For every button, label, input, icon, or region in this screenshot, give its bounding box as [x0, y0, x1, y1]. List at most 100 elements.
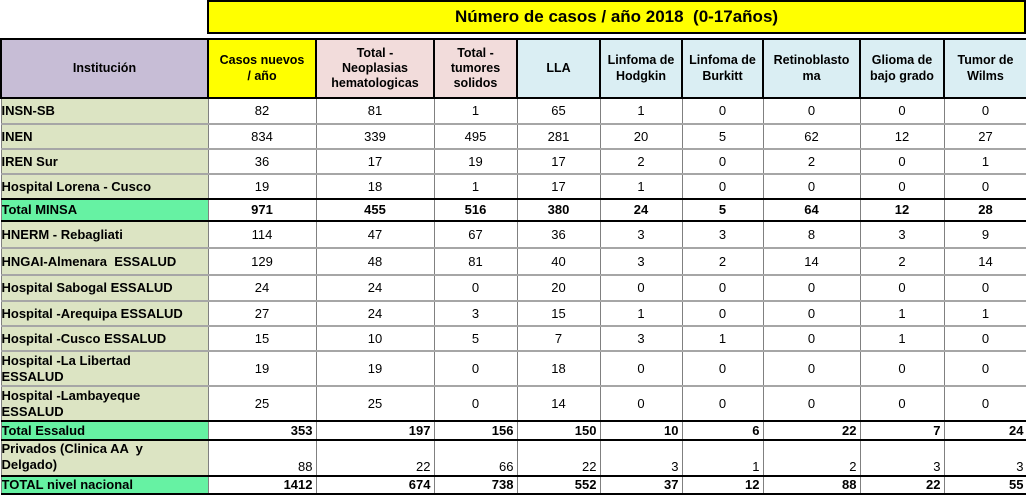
value-cell: 48 — [315, 247, 435, 276]
value-cell: 24 — [315, 300, 435, 327]
value-cell: 834 — [207, 123, 317, 150]
value-cell: 0 — [762, 350, 861, 387]
value-cell: 19 — [433, 148, 518, 175]
value-cell: 24 — [315, 274, 435, 302]
value-cell: 156 — [433, 420, 518, 441]
value-cell: 55 — [943, 475, 1026, 495]
value-cell: 1 — [599, 173, 683, 200]
value-cell: 197 — [315, 420, 435, 441]
value-cell: 65 — [516, 97, 601, 125]
column-header-4: LLA — [516, 38, 601, 99]
value-cell: 7 — [516, 325, 601, 352]
value-cell: 1 — [433, 173, 518, 200]
table-row: Hospital -La Libertad ESSALUD 19 19 0 18 0 0 0 0… — [0, 350, 1026, 387]
value-cell: 1 — [599, 97, 683, 125]
value-cell: 0 — [433, 385, 518, 422]
value-cell: 14 — [516, 385, 601, 422]
value-cell: 339 — [315, 123, 435, 150]
institution-cell: HNGAI-Almenara ESSALUD — [0, 247, 209, 276]
institution-cell: IREN Sur — [0, 148, 209, 175]
value-cell: 0 — [762, 274, 861, 302]
value-cell: 12 — [859, 198, 945, 222]
value-cell: 0 — [943, 385, 1026, 422]
table-row: Hospital Sabogal ESSALUD 24 24 0 20 0 0 0 0 0 — [0, 274, 1026, 302]
value-cell: 62 — [762, 123, 861, 150]
value-cell: 0 — [762, 97, 861, 125]
institution-cell: INSN-SB — [0, 97, 209, 125]
column-header-6: Linfoma de Burkitt — [681, 38, 764, 99]
value-cell: 3 — [599, 325, 683, 352]
value-cell: 516 — [433, 198, 518, 222]
value-cell: 24 — [207, 274, 317, 302]
value-cell: 7 — [859, 420, 945, 441]
value-cell: 25 — [315, 385, 435, 422]
table-row: Privados (Clinica AA y Delgado) 88 22 66 22 3… — [0, 439, 1026, 477]
value-cell: 47 — [315, 220, 435, 249]
table-row: Total MINSA 971 455 516 380 24 5 64 12 28 — [0, 198, 1026, 222]
value-cell: 40 — [516, 247, 601, 276]
table-row: Hospital -Lambayeque ESSALUD 25 25 0 14 0 0 0 0 0 — [0, 385, 1026, 422]
value-cell: 0 — [943, 325, 1026, 352]
value-cell: 3 — [599, 220, 683, 249]
value-cell: 1 — [681, 439, 764, 477]
value-cell: 15 — [516, 300, 601, 327]
value-cell: 114 — [207, 220, 317, 249]
value-cell: 1412 — [207, 475, 317, 495]
institution-cell: Total MINSA — [0, 198, 209, 222]
column-header-9: Tumor de Wilms — [943, 38, 1026, 99]
value-cell: 738 — [433, 475, 518, 495]
value-cell: 14 — [762, 247, 861, 276]
value-cell: 19 — [207, 173, 317, 200]
table-row: INEN 834 339 495 281 20 5 62 12 27 — [0, 123, 1026, 150]
value-cell: 495 — [433, 123, 518, 150]
institution-cell: Hospital Lorena - Cusco — [0, 173, 209, 200]
value-cell: 14 — [943, 247, 1026, 276]
value-cell: 1 — [859, 300, 945, 327]
value-cell: 6 — [681, 420, 764, 441]
value-cell: 3 — [943, 439, 1026, 477]
value-cell: 5 — [433, 325, 518, 352]
table-row: INSN-SB 82 81 1 65 1 0 0 0 0 — [0, 97, 1026, 125]
table-row: Total Essalud 353 197 156 150 10 6 22 7 24 — [0, 420, 1026, 441]
column-header-0: Institución — [0, 38, 209, 99]
value-cell: 1 — [859, 325, 945, 352]
value-cell: 10 — [315, 325, 435, 352]
value-cell: 81 — [433, 247, 518, 276]
value-cell: 129 — [207, 247, 317, 276]
value-cell: 28 — [943, 198, 1026, 222]
value-cell: 0 — [762, 325, 861, 352]
value-cell: 12 — [681, 475, 764, 495]
value-cell: 0 — [762, 173, 861, 200]
value-cell: 1 — [433, 97, 518, 125]
institution-cell: Hospital -La Libertad ESSALUD — [0, 350, 209, 387]
institution-cell: Total Essalud — [0, 420, 209, 441]
value-cell: 37 — [599, 475, 683, 495]
value-cell: 3 — [599, 247, 683, 276]
column-header-8: Glioma de bajo grado — [859, 38, 945, 99]
table-row: IREN Sur 36 17 19 17 2 0 2 0 1 — [0, 148, 1026, 175]
value-cell: 17 — [516, 148, 601, 175]
value-cell: 67 — [433, 220, 518, 249]
value-cell: 0 — [681, 350, 764, 387]
value-cell: 0 — [859, 97, 945, 125]
column-header-2: Total - Neoplasias hematologicas — [315, 38, 435, 99]
column-header-3: Total - tumores solidos — [433, 38, 518, 99]
institution-cell: HNERM - Rebagliati — [0, 220, 209, 249]
value-cell: 20 — [599, 123, 683, 150]
value-cell: 8 — [762, 220, 861, 249]
table-title: Número de casos / año 2018 (0-17años) — [207, 0, 1026, 34]
table-row: Hospital -Cusco ESSALUD 15 10 5 7 3 1 0 1 0 — [0, 325, 1026, 352]
value-cell: 0 — [433, 274, 518, 302]
value-cell: 15 — [207, 325, 317, 352]
value-cell: 0 — [681, 385, 764, 422]
value-cell: 88 — [762, 475, 861, 495]
table-row: TOTAL nivel nacional 1412 674 738 552 37 12 88 2… — [0, 475, 1026, 495]
value-cell: 0 — [943, 350, 1026, 387]
value-cell: 88 — [207, 439, 317, 477]
value-cell: 3 — [433, 300, 518, 327]
value-cell: 380 — [516, 198, 601, 222]
value-cell: 1 — [943, 148, 1026, 175]
value-cell: 0 — [599, 350, 683, 387]
institution-cell: Hospital -Lambayeque ESSALUD — [0, 385, 209, 422]
